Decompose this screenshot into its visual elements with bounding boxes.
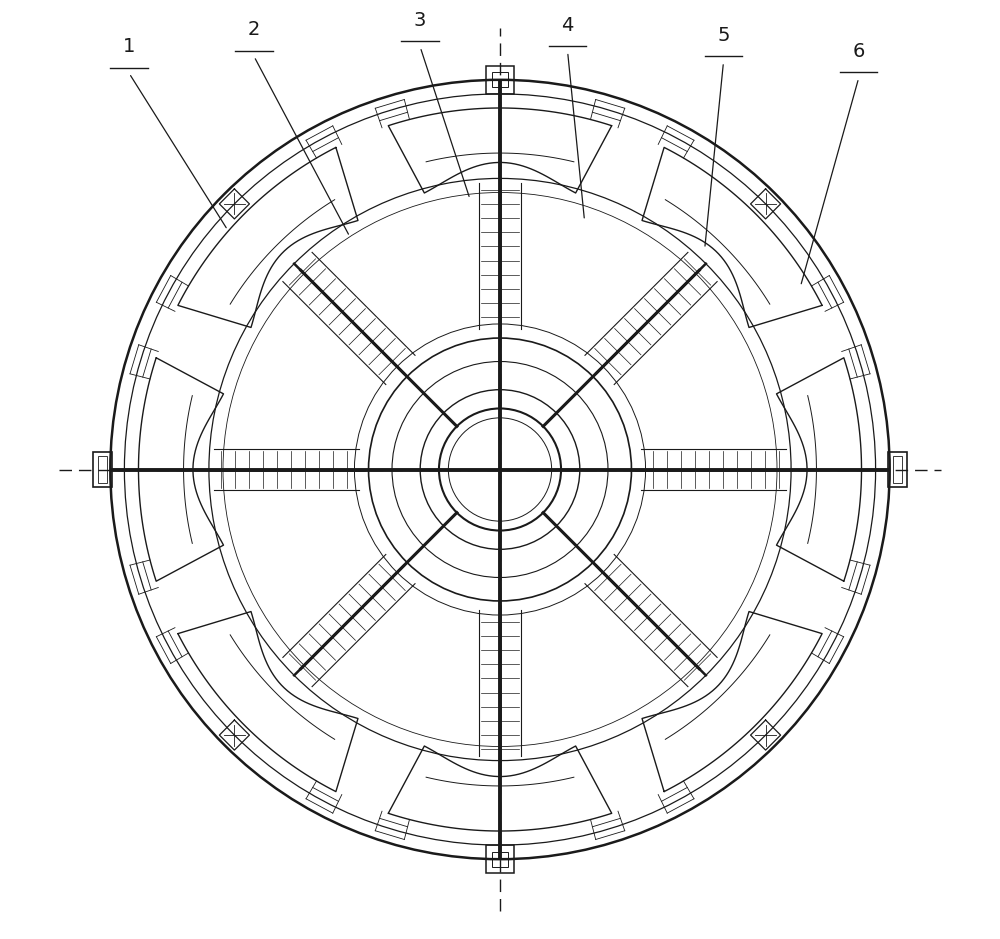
Bar xyxy=(888,452,907,487)
Text: 1: 1 xyxy=(123,38,135,56)
Text: 3: 3 xyxy=(414,11,426,30)
Bar xyxy=(486,845,514,873)
Bar xyxy=(486,66,514,94)
Text: 5: 5 xyxy=(717,26,730,45)
Bar xyxy=(893,456,902,483)
Bar xyxy=(492,72,508,87)
Text: 6: 6 xyxy=(853,42,865,61)
Bar xyxy=(93,452,112,487)
Text: 2: 2 xyxy=(248,21,260,39)
Bar xyxy=(492,852,508,867)
Bar xyxy=(98,456,107,483)
Text: 4: 4 xyxy=(561,16,574,35)
